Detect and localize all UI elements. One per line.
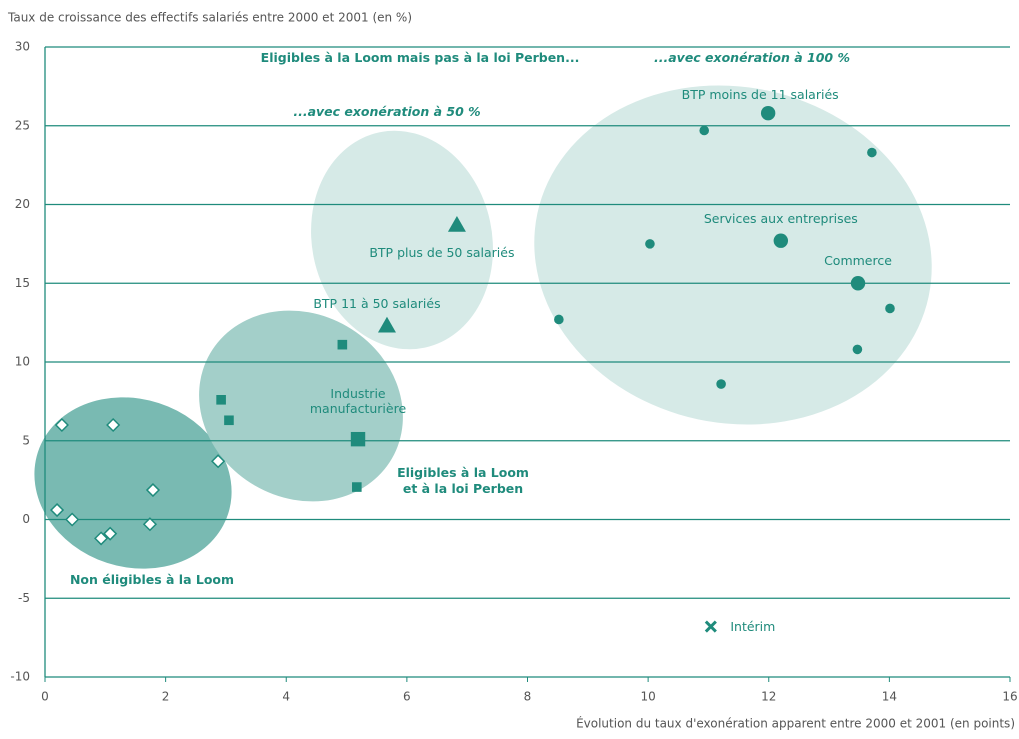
x-tick-label: 10	[640, 690, 655, 704]
x-tick-label: 6	[403, 690, 411, 704]
diamond-marker	[65, 512, 80, 527]
point-label: BTP moins de 11 salariés	[681, 87, 839, 103]
point-label: Industrie manufacturière	[309, 385, 407, 417]
circle-marker	[773, 233, 789, 248]
annotation: Non éligibles à la Loom	[69, 572, 235, 588]
square-marker	[337, 339, 348, 350]
square-marker	[352, 482, 362, 492]
point-label: BTP 11 à 50 salariés	[313, 295, 441, 311]
circle-marker	[850, 276, 866, 291]
diamond-marker	[54, 417, 69, 433]
annotation-box: ...avec exonération à 100 %	[653, 50, 851, 66]
point-label-box: Industrie manufacturière	[309, 385, 407, 417]
x-tick-label: 4	[282, 690, 290, 704]
circle-marker	[645, 239, 655, 249]
circle-marker	[699, 125, 710, 136]
x-tick-label: 0	[41, 690, 49, 704]
y-tick-label: 5	[22, 433, 30, 447]
x-axis-label: Évolution du taux d'exonération apparent…	[576, 716, 1015, 731]
diamond-marker	[142, 517, 158, 532]
x-tick-label: 2	[162, 690, 170, 704]
diamond-marker	[50, 502, 65, 518]
y-tick-label: 0	[22, 512, 30, 526]
circle-marker	[760, 105, 776, 121]
y-tick-label: -10	[10, 670, 30, 684]
point-label-box: Commerce	[824, 253, 892, 269]
diamond-marker	[103, 526, 118, 541]
group-ellipse	[199, 310, 403, 502]
annotation-box: Eligibles à la Loom et à la loi Perben	[397, 465, 529, 496]
square-marker	[216, 395, 226, 405]
annotation: ...avec exonération à 100 %	[653, 50, 851, 66]
point-label: BTP plus de 50 salariés	[369, 245, 515, 261]
y-tick-label: 15	[15, 276, 30, 290]
annotation-box: Eligibles à la Loom mais pas à la loi Pe…	[260, 50, 580, 66]
group-ellipse	[534, 85, 932, 425]
y-tick-label: 10	[15, 355, 30, 369]
annotation: Eligibles à la Loom et à la loi Perben	[397, 465, 529, 496]
diamond-marker	[94, 531, 109, 546]
x-tick-label: 8	[524, 690, 532, 704]
triangle-marker	[447, 215, 466, 232]
point-label-box: Intérim	[730, 618, 776, 634]
square-marker	[224, 415, 234, 426]
annotation: Eligibles à la Loom mais pas à la loi Pe…	[260, 50, 580, 66]
annotation-box: ...avec exonération à 50 %	[293, 104, 481, 120]
circle-marker	[885, 303, 895, 314]
group-ellipse	[311, 130, 493, 350]
cross-marker	[704, 620, 717, 633]
y-tick-label: -5	[18, 591, 30, 605]
square-marker	[350, 431, 366, 447]
circle-marker	[716, 379, 726, 389]
y-tick-label: 20	[15, 197, 30, 211]
point-label-box: BTP 11 à 50 salariés	[313, 295, 441, 311]
x-tick-label: 14	[882, 690, 897, 704]
diamond-marker	[211, 454, 226, 469]
annotation-box: Non éligibles à la Loom	[69, 572, 235, 588]
annotation: ...avec exonération à 50 %	[293, 104, 481, 120]
diamond-marker	[106, 417, 121, 433]
circle-marker	[852, 344, 863, 355]
point-label-box: Services aux entreprises	[703, 210, 858, 226]
triangle-marker	[377, 316, 396, 333]
y-axis-label: Taux de croissance des effectifs salarié…	[7, 11, 412, 25]
point-label-box: BTP moins de 11 salariés	[681, 87, 839, 103]
y-tick-label: 25	[15, 118, 30, 132]
circle-marker	[554, 314, 564, 325]
y-tick-label: 30	[15, 40, 30, 54]
circle-marker	[867, 147, 877, 158]
point-label: Intérim	[730, 618, 776, 634]
point-label: Services aux entreprises	[703, 210, 858, 226]
x-tick-label: 16	[1002, 690, 1017, 704]
x-tick-label: 12	[761, 690, 776, 704]
point-label: Commerce	[824, 253, 892, 269]
diamond-marker	[145, 482, 161, 498]
point-label-box: BTP plus de 50 salariés	[369, 245, 515, 261]
